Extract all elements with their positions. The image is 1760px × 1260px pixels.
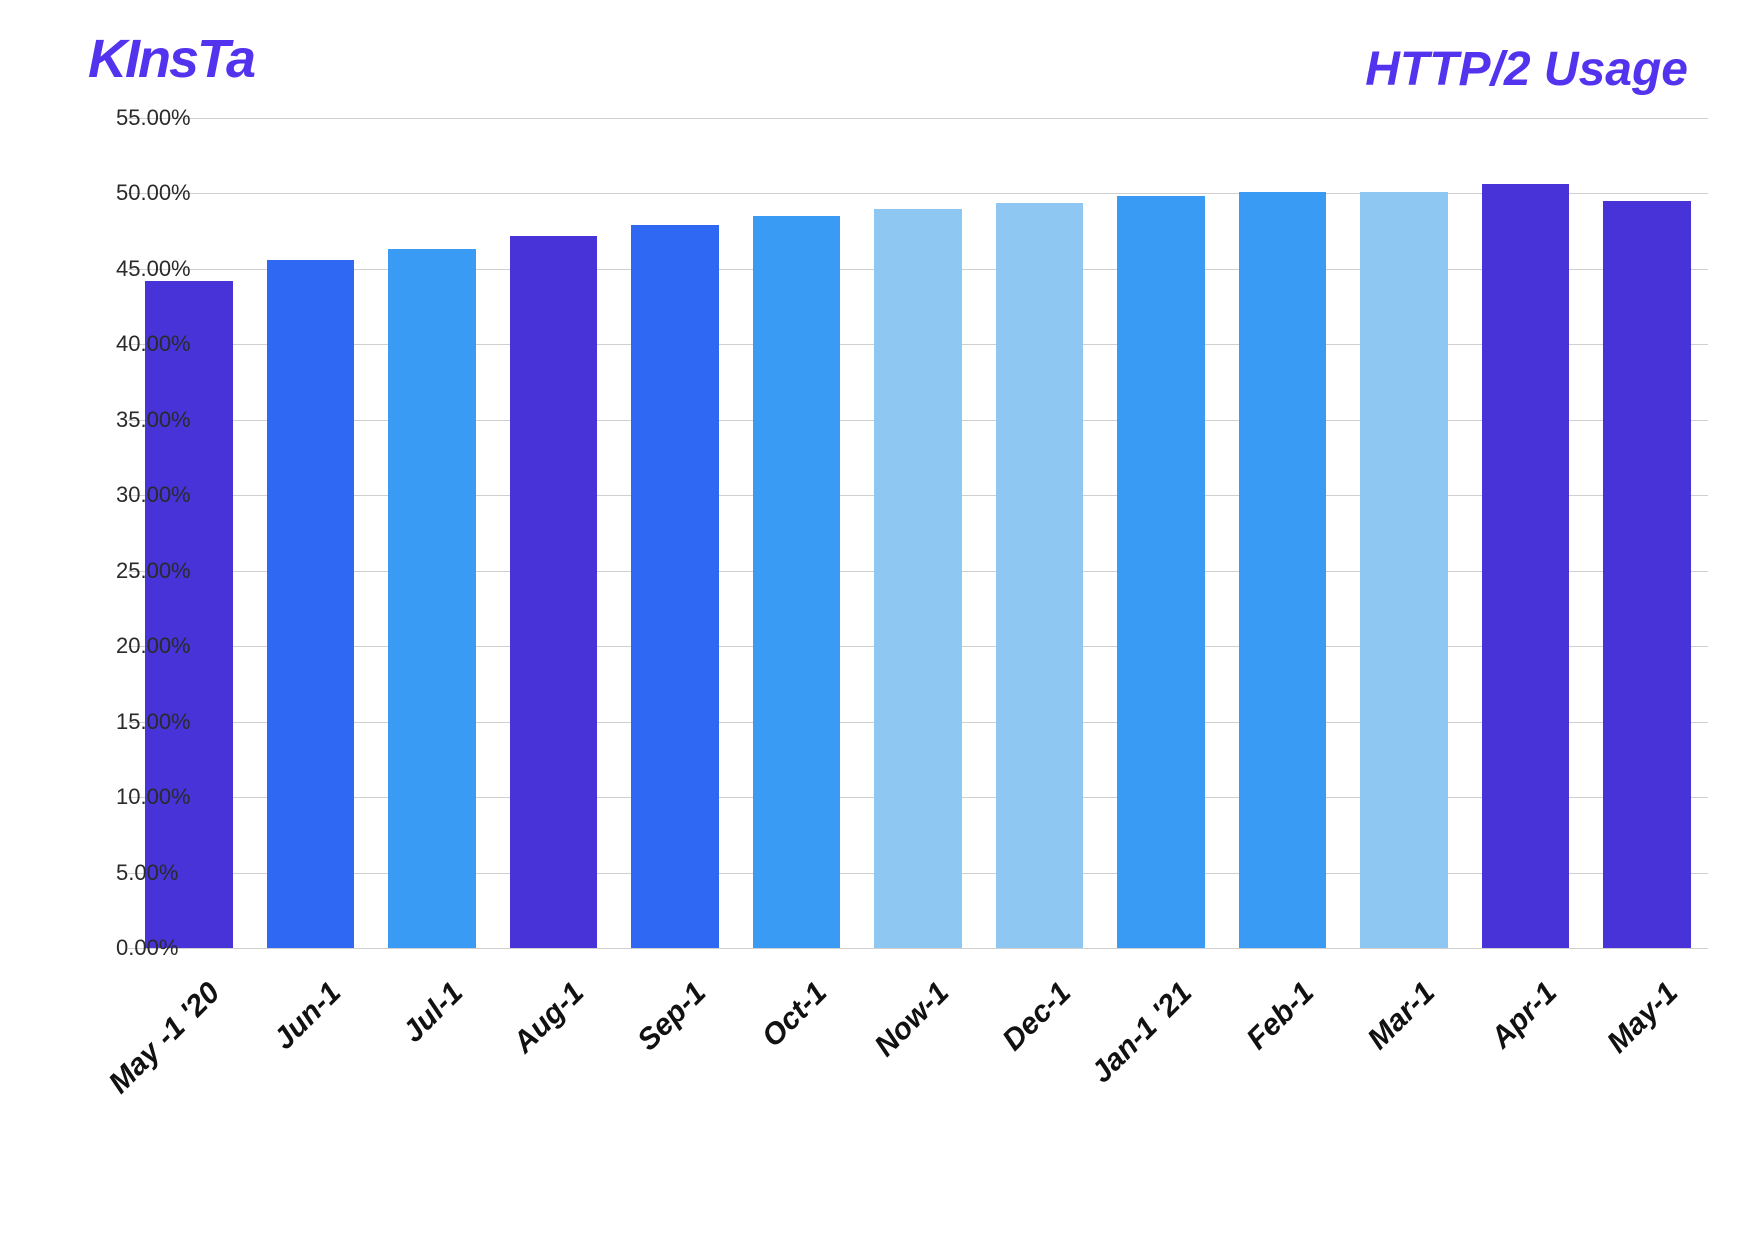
x-axis-tick-label: Now-1 [868, 976, 956, 1064]
bar-slot [250, 118, 372, 948]
x-axis-tick-label: Oct-1 [756, 976, 834, 1054]
bar [996, 203, 1084, 948]
bar [267, 260, 355, 948]
bar [1117, 196, 1205, 948]
bar [145, 281, 233, 948]
x-axis-tick-label: May -1 '20 [102, 976, 227, 1101]
bar [874, 209, 962, 948]
bar [1603, 201, 1691, 948]
x-axis-tick-label: Mar-1 [1362, 976, 1443, 1057]
bar-slot [1343, 118, 1465, 948]
bar [1239, 192, 1327, 948]
bar-slot [1586, 118, 1708, 948]
bar [631, 225, 719, 948]
x-axis-tick-label: Jul-1 [396, 976, 470, 1050]
bar [1482, 184, 1570, 948]
bar-slot [736, 118, 858, 948]
x-axis-tick-label: Feb-1 [1240, 976, 1321, 1057]
bar-slot [614, 118, 736, 948]
bar-slot [1100, 118, 1222, 948]
bar-slot [857, 118, 979, 948]
bar [388, 249, 476, 948]
http2-usage-bar-chart: 0.00%5.00%10.00%15.00%20.00%25.00%30.00%… [128, 118, 1708, 948]
bar-slot [1465, 118, 1587, 948]
plot-area [128, 118, 1708, 948]
bar [1360, 192, 1448, 948]
x-axis-tick-label: Dec-1 [996, 976, 1078, 1058]
x-axis-tick-label: Apr-1 [1484, 976, 1563, 1055]
brand-logo: KInsTa [88, 28, 254, 90]
bars-container [128, 118, 1708, 948]
chart-title: HTTP/2 Usage [1365, 42, 1688, 97]
bar [510, 236, 598, 948]
bar-slot [493, 118, 615, 948]
x-axis-tick-label: Jan-1 '21 [1085, 976, 1199, 1090]
x-axis-tick-label: Sep-1 [631, 976, 713, 1058]
bar [753, 216, 841, 948]
bar-slot [128, 118, 250, 948]
bar-slot [979, 118, 1101, 948]
bar-slot [371, 118, 493, 948]
bar-slot [1222, 118, 1344, 948]
x-axis-tick-label: May-1 [1601, 976, 1685, 1060]
x-axis-tick-label: Aug-1 [507, 976, 591, 1060]
x-axis-tick-label: Jun-1 [268, 976, 349, 1057]
grid-line [128, 948, 1708, 949]
